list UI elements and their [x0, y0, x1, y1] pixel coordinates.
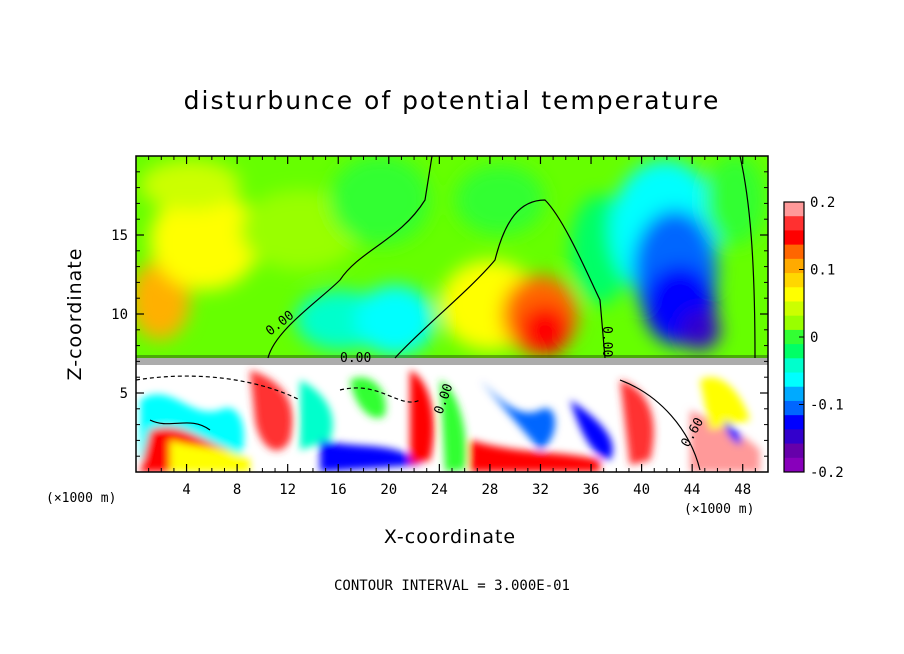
x-tick-label: 12 — [279, 482, 296, 498]
colorbar-swatch — [784, 400, 804, 416]
x-tick-label: 16 — [330, 482, 347, 498]
x-unit-label: (×1000 m) — [46, 491, 117, 506]
y-axis: 5 10 15 — [111, 171, 768, 457]
colorbar-swatch — [784, 429, 804, 445]
x-tick-label: 48 — [734, 482, 751, 498]
colorbar-swatch — [784, 457, 804, 473]
colorbar-swatch — [784, 216, 804, 231]
y-tick-label: 5 — [120, 386, 128, 402]
x-tick-label: 20 — [380, 482, 397, 498]
colorbar: 0.2 0.1 0 -0.1 -0.2 — [783, 195, 844, 481]
colorbar-swatch — [784, 244, 804, 260]
x-tick-label: 4 — [182, 482, 190, 498]
colorbar-tick-label: -0.2 — [810, 465, 844, 481]
y-tick-label: 10 — [111, 307, 128, 323]
colorbar-swatch — [784, 372, 804, 388]
x-tick-label: 44 — [684, 482, 701, 498]
colorbar-swatch — [784, 386, 804, 402]
chart-title: disturbunce of potential temperature — [183, 86, 721, 115]
colorbar-swatch — [784, 230, 804, 246]
x-tick-label: 32 — [532, 482, 549, 498]
contour-label: 0.00 — [599, 326, 614, 357]
x-axis: 4 8 12 16 20 24 28 32 36 40 44 48 — [148, 156, 756, 498]
x-axis-label: X-coordinate — [383, 526, 517, 548]
y-tick-label: 15 — [111, 228, 128, 244]
colorbar-swatch — [784, 258, 804, 274]
contour-interval-note: CONTOUR INTERVAL = 3.000E-01 — [333, 578, 570, 594]
colorbar-swatch — [784, 273, 804, 288]
x-tick-label: 36 — [583, 482, 600, 498]
colorbar-swatch — [784, 287, 804, 302]
colorbar-swatch — [784, 358, 804, 374]
temperature-field — [136, 156, 768, 472]
colorbar-tick-label: 0.2 — [810, 195, 835, 211]
colorbar-swatch — [784, 315, 804, 331]
colorbar-swatch — [784, 344, 804, 359]
x-tick-label: 8 — [233, 482, 241, 498]
colorbar-swatch — [784, 329, 804, 345]
x-tick-label: 40 — [633, 482, 650, 498]
colorbar-tick-label: 0.1 — [810, 263, 835, 279]
colorbar-tick-label: -0.1 — [810, 398, 844, 414]
colorbar-swatch — [784, 443, 804, 459]
y-axis-label: Z-coordinate — [64, 247, 86, 381]
x-tick-label: 24 — [431, 482, 448, 498]
colorbar-swatch — [784, 415, 804, 430]
colorbar-swatch — [784, 301, 804, 317]
y-unit-label: (×1000 m) — [684, 502, 755, 517]
contour-label: 0.00 — [340, 351, 371, 366]
contour-lines — [136, 156, 756, 471]
colorbar-tick-label: 0 — [810, 330, 818, 346]
colorbar-swatch — [784, 202, 804, 217]
x-tick-label: 28 — [481, 482, 498, 498]
